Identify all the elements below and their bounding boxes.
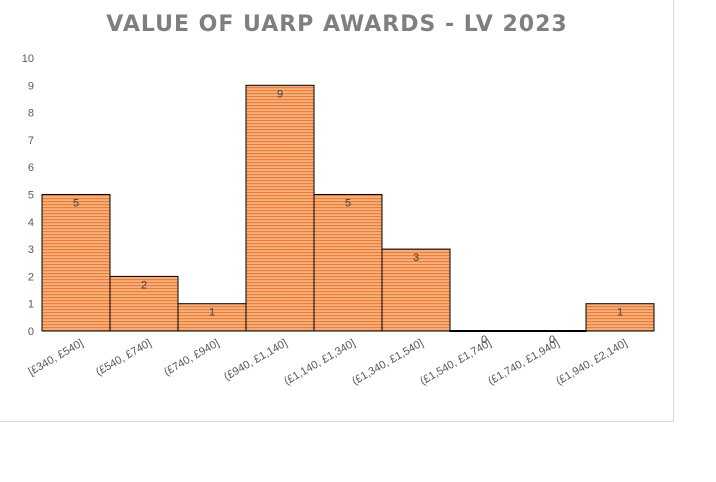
x-tick-label: (£540, £740] (94, 337, 154, 378)
x-tick-label: (£740, £940] (162, 337, 222, 378)
bar (109, 275, 179, 332)
y-axis-ticks: 0 1 2 3 4 5 6 7 8 9 10 (22, 53, 34, 338)
x-tick-label: (£1,140, £1,340] (282, 337, 357, 387)
x-tick-label: [£340, £540] (27, 337, 86, 378)
x-tick-label: (£1,940, £2,140] (554, 337, 629, 387)
bar (585, 303, 655, 332)
data-label: 9 (277, 88, 283, 100)
x-tick-label: (£940, £1,140] (222, 337, 289, 383)
histogram-chart: 0 1 2 3 4 5 6 7 8 9 10 5 2 1 9 5 3 0 0 1 [£340, £540] (£540… (22, 53, 655, 388)
y-tick-label: 3 (28, 244, 34, 256)
bar (381, 248, 451, 332)
bar (517, 330, 587, 332)
y-tick-label: 4 (28, 217, 34, 229)
bar (177, 303, 247, 332)
y-tick-label: 5 (28, 190, 34, 202)
bars (41, 84, 655, 332)
bar (449, 330, 519, 332)
x-tick-label: (£1,740, £1,940] (486, 337, 561, 387)
data-label: 3 (413, 252, 419, 264)
bar (313, 194, 383, 332)
y-tick-label: 6 (28, 162, 34, 174)
chart-title: VALUE OF UARP AWARDS - LV 2023 (106, 12, 568, 37)
y-tick-label: 10 (22, 53, 34, 65)
x-axis-ticks: [£340, £540] (£540, £740] (£740, £940] (£94… (27, 337, 630, 387)
data-label: 0 (549, 334, 555, 346)
data-label: 1 (617, 307, 623, 319)
bar (245, 84, 315, 332)
data-label: 0 (481, 334, 487, 346)
y-tick-label: 1 (28, 299, 34, 311)
data-label: 2 (141, 279, 147, 291)
y-tick-label: 0 (28, 326, 34, 338)
x-tick-label: (£1,540, £1,740] (418, 337, 493, 387)
data-label: 5 (345, 198, 351, 210)
data-label: 1 (209, 307, 215, 319)
data-label: 5 (73, 198, 79, 210)
y-tick-label: 8 (28, 108, 34, 120)
y-tick-label: 2 (28, 271, 34, 283)
data-labels: 5 2 1 9 5 3 0 0 1 (73, 88, 623, 346)
bar (41, 194, 111, 332)
y-tick-label: 9 (28, 80, 34, 92)
y-tick-label: 7 (28, 135, 34, 147)
x-tick-label: (£1,340, £1,540] (350, 337, 425, 387)
